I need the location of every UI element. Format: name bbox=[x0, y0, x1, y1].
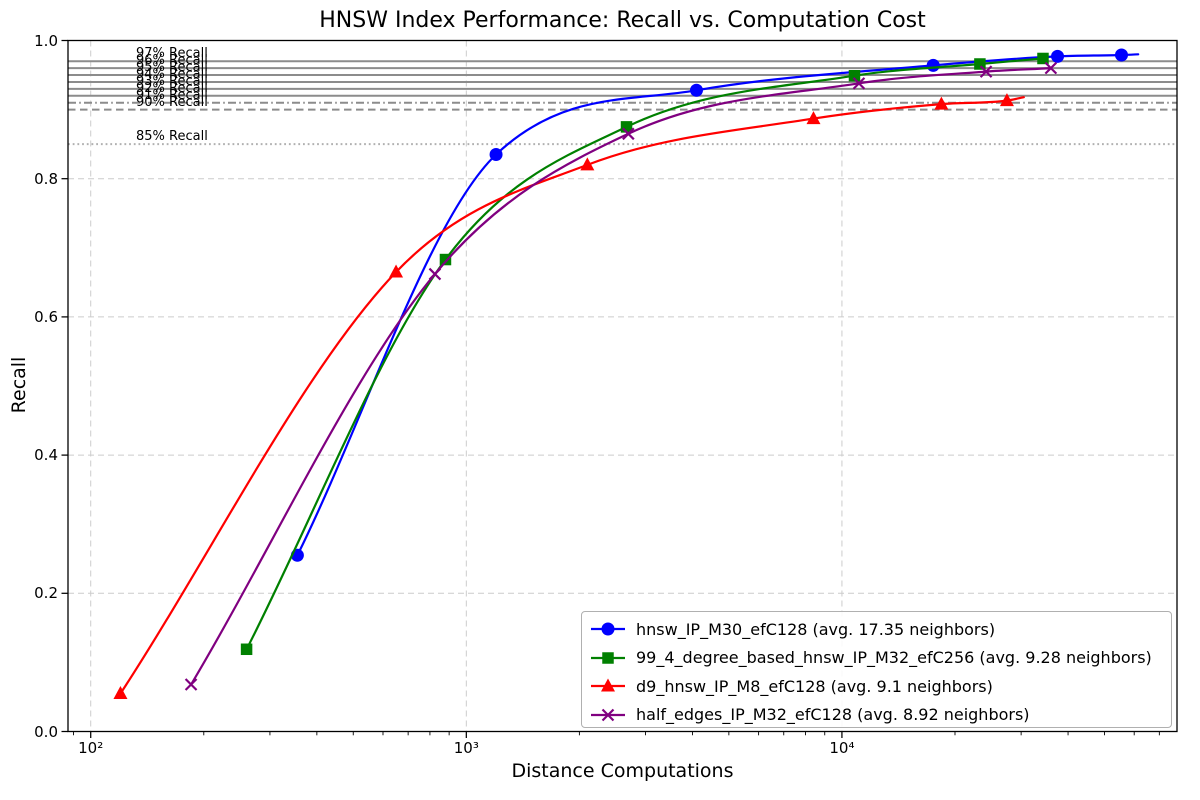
recall-line-label: 92% Recall bbox=[136, 80, 208, 96]
x-marker-icon bbox=[184, 678, 198, 691]
x-marker-icon bbox=[601, 708, 615, 722]
legend-entry-label: half_edges_IP_M32_efC128 (avg. 8.92 neig… bbox=[636, 705, 1030, 725]
triangle-marker-icon bbox=[806, 111, 821, 125]
x-marker-icon bbox=[852, 77, 866, 90]
triangle-marker-icon bbox=[934, 96, 949, 110]
legend-square-marker-icon bbox=[591, 652, 625, 664]
x-marker-icon bbox=[622, 127, 635, 141]
series-line bbox=[296, 53, 1140, 557]
series-triangle-up bbox=[113, 93, 1025, 699]
circle-marker-icon bbox=[926, 58, 940, 72]
x-marker-icon bbox=[428, 267, 442, 281]
y-tick-label: 0.2 bbox=[34, 584, 58, 603]
recall-line-label: 94% Recall bbox=[136, 66, 208, 82]
legend-entry: 99_4_degree_based_hnsw_IP_M32_efC256 (av… bbox=[590, 644, 1171, 673]
recall-line-label: 96% Recall bbox=[136, 53, 208, 69]
y-tick-label: 0.0 bbox=[34, 722, 58, 741]
axes-spines bbox=[67, 39, 1178, 733]
x-marker-icon bbox=[979, 65, 993, 78]
series-circle bbox=[290, 48, 1140, 562]
y-tick-label: 0.8 bbox=[34, 169, 58, 188]
triangle-marker-icon bbox=[580, 157, 595, 171]
legend-circle-marker-icon bbox=[591, 622, 625, 636]
legend-entry-label: 99_4_degree_based_hnsw_IP_M32_efC256 (av… bbox=[636, 648, 1152, 668]
legend-entry-label: d9_hnsw_IP_M8_efC128 (avg. 9.1 neighbors… bbox=[636, 676, 993, 696]
series-line bbox=[119, 96, 1025, 695]
triangle-marker-icon bbox=[113, 685, 128, 699]
recall-line-label: 97% Recall bbox=[136, 46, 208, 62]
triangle-marker-icon bbox=[389, 264, 404, 278]
recall-line-label: 95% Recall bbox=[136, 60, 208, 76]
y-axis-label: Recall bbox=[8, 356, 30, 414]
x-axis-label: Distance Computations bbox=[511, 760, 734, 782]
series-square bbox=[240, 52, 1049, 656]
y-tick-label: 1.0 bbox=[34, 31, 58, 50]
y-tick-label: 0.6 bbox=[34, 307, 58, 326]
square-marker-icon bbox=[848, 69, 861, 82]
chart-title: HNSW Index Performance: Recall vs. Compu… bbox=[319, 8, 926, 33]
x-tick-label: 10⁴ bbox=[829, 739, 855, 757]
recall-line-label: 91% Recall bbox=[136, 87, 208, 103]
recall-line-label: 93% Recall bbox=[136, 73, 208, 89]
x-tick-label: 10³ bbox=[453, 739, 479, 757]
series-x bbox=[184, 61, 1058, 691]
legend-x-marker-icon bbox=[591, 708, 625, 722]
triangle-marker-icon bbox=[601, 678, 615, 692]
legend-entry-label: hnsw_IP_M30_efC128 (avg. 17.35 neighbors… bbox=[636, 619, 996, 639]
legend: hnsw_IP_M30_efC128 (avg. 17.35 neighbors… bbox=[581, 611, 1172, 728]
x-tick-label: 10² bbox=[78, 739, 104, 757]
circle-marker-icon bbox=[689, 83, 703, 97]
circle-marker-icon bbox=[1114, 48, 1128, 62]
recall-line-label: 90% Recall bbox=[136, 94, 208, 110]
legend-entry: half_edges_IP_M32_efC128 (avg. 8.92 neig… bbox=[590, 701, 1171, 730]
square-marker-icon bbox=[1037, 52, 1049, 65]
circle-marker-icon bbox=[1051, 49, 1065, 63]
square-marker-icon bbox=[620, 121, 633, 133]
legend-entry: d9_hnsw_IP_M8_efC128 (avg. 9.1 neighbors… bbox=[590, 672, 1171, 701]
series-line bbox=[190, 67, 1052, 686]
square-marker-icon bbox=[602, 652, 614, 664]
recall-line-label: 85% Recall bbox=[136, 129, 208, 145]
triangle-marker-icon bbox=[999, 93, 1014, 107]
legend-triangle-up-marker-icon bbox=[591, 678, 625, 692]
square-marker-icon bbox=[439, 253, 452, 266]
square-marker-icon bbox=[240, 643, 253, 656]
circle-marker-icon bbox=[601, 622, 615, 636]
circle-marker-icon bbox=[489, 148, 503, 162]
x-marker-icon bbox=[1044, 61, 1058, 75]
y-tick-label: 0.4 bbox=[34, 446, 58, 465]
square-marker-icon bbox=[974, 58, 986, 70]
legend-entry: hnsw_IP_M30_efC128 (avg. 17.35 neighbors… bbox=[590, 615, 1171, 644]
